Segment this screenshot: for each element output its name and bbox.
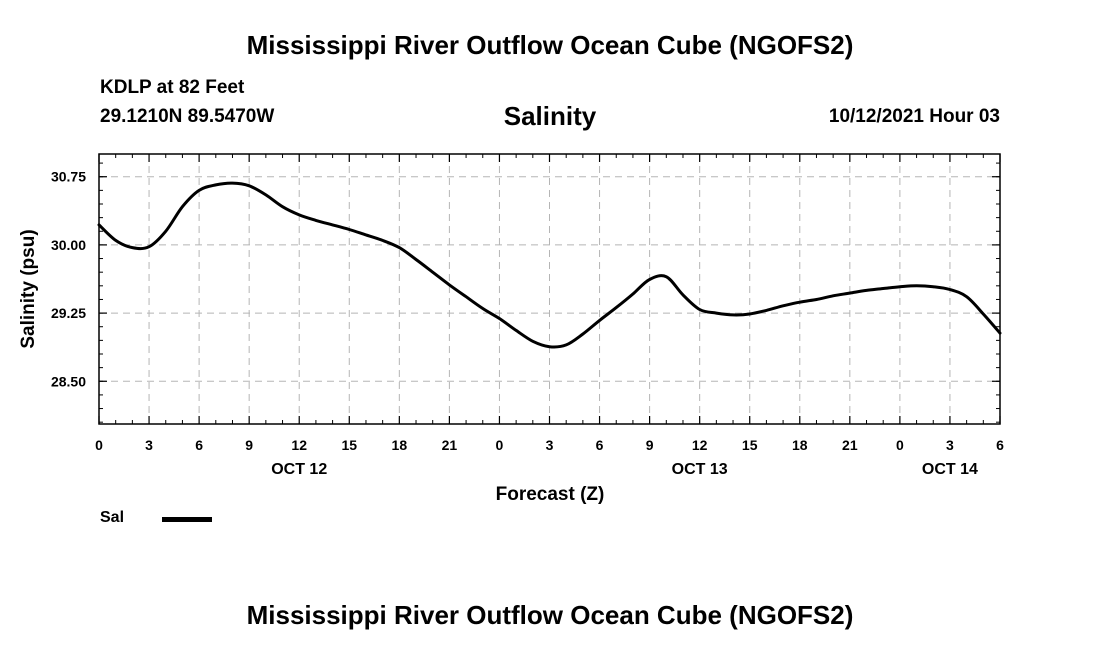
- x-tick-label: 18: [392, 437, 408, 453]
- x-tick-label: 3: [546, 437, 554, 453]
- y-axis-title: Salinity (psu): [18, 229, 39, 348]
- x-tick-label: 3: [145, 437, 153, 453]
- x-tick-label: 6: [195, 437, 203, 453]
- date-label: OCT 12: [271, 461, 327, 478]
- main-title: Mississippi River Outflow Ocean Cube (NG…: [246, 30, 854, 60]
- x-tick-label: 3: [946, 437, 954, 453]
- legend-line-swatch: [162, 517, 212, 522]
- x-tick-label: 15: [341, 437, 357, 453]
- y-tick-label: 30.75: [51, 169, 86, 185]
- y-tick-label: 30.00: [51, 237, 86, 253]
- x-tick-label: 12: [291, 437, 307, 453]
- footer-title: Mississippi River Outflow Ocean Cube (NG…: [246, 600, 854, 630]
- variable-title: Salinity: [503, 101, 597, 131]
- axis-ticks: [98, 154, 1001, 424]
- coordinates-label: 29.1210N 89.5470W: [100, 106, 275, 127]
- grid-lines: [99, 154, 1000, 424]
- y-tick-label: 29.25: [51, 305, 86, 321]
- x-tick-label: 6: [596, 437, 604, 453]
- x-tick-label: 9: [646, 437, 654, 453]
- x-tick-label: 21: [442, 437, 458, 453]
- legend-label: Sal: [100, 509, 125, 526]
- y-tick-label: 28.50: [51, 373, 86, 389]
- x-tick-label: 9: [245, 437, 253, 453]
- date-label: OCT 14: [922, 461, 978, 478]
- x-tick-label: 6: [996, 437, 1004, 453]
- x-tick-label: 15: [742, 437, 758, 453]
- x-tick-label: 18: [792, 437, 808, 453]
- series-line-sal: [97, 181, 1002, 349]
- x-tick-label: 0: [95, 437, 103, 453]
- station-label: KDLP at 82 Feet: [100, 77, 245, 98]
- datetime-label: 10/12/2021 Hour 03: [828, 106, 1000, 127]
- x-tick-label: 0: [496, 437, 504, 453]
- x-tick-label: 21: [842, 437, 858, 453]
- x-tick-label: 12: [692, 437, 708, 453]
- axis-labels: 0 3 6 9 12 15 18 21 0 3 6 9 12 15 18 21 0 3 6 28.50 29.25 30.…: [51, 169, 1004, 478]
- x-axis-title: Forecast (Z): [496, 484, 605, 505]
- date-label: OCT 13: [672, 461, 728, 478]
- x-tick-label: 0: [896, 437, 904, 453]
